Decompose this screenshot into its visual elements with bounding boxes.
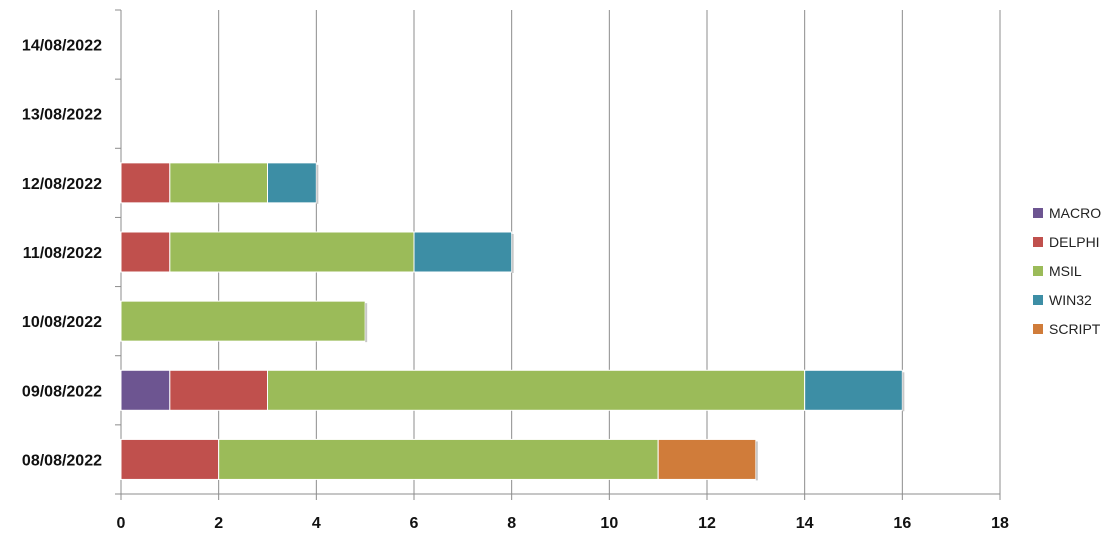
category-label: 13/08/2022	[22, 107, 102, 124]
gridlines	[218, 10, 1001, 494]
bar-segment-msil	[169, 231, 415, 273]
bar-segment-msil	[218, 438, 659, 480]
x-tick-label: 18	[991, 515, 1009, 532]
legend-label: MSIL	[1049, 262, 1082, 279]
legend: MACRO DELPHI MSIL WIN32 SCRIPT	[1033, 198, 1101, 343]
category-label: 11/08/2022	[23, 245, 102, 262]
category-label: 09/08/2022	[22, 383, 102, 400]
bars	[120, 162, 905, 481]
legend-item-win32: WIN32	[1033, 285, 1101, 314]
legend-swatch	[1033, 207, 1043, 218]
bar-segment-delphi	[120, 231, 171, 273]
x-tick-label: 0	[117, 515, 126, 532]
bar-segment-msil	[267, 369, 806, 411]
legend-item-msil: MSIL	[1033, 256, 1101, 285]
x-tick-label: 6	[410, 515, 419, 532]
legend-item-script: SCRIPT	[1033, 314, 1101, 343]
legend-item-macro: MACRO	[1033, 198, 1101, 227]
category-label: 12/08/2022	[22, 176, 102, 193]
x-tick-label: 4	[312, 515, 321, 532]
category-label: 08/08/2022	[22, 452, 102, 469]
legend-swatch	[1033, 265, 1043, 276]
bar-segment-script	[657, 438, 757, 480]
bar-segment-win32	[267, 162, 317, 204]
x-tick-label: 8	[507, 515, 516, 532]
legend-label: WIN32	[1049, 291, 1092, 308]
bar-segment-win32	[804, 369, 903, 411]
x-tick-label: 16	[893, 515, 911, 532]
legend-label: SCRIPT	[1049, 320, 1101, 337]
x-tick-label: 10	[600, 515, 618, 532]
bar-segment-delphi	[120, 438, 220, 480]
legend-swatch	[1033, 323, 1043, 334]
x-tick-label: 2	[214, 515, 223, 532]
x-tick-labels: 0 2 4 6 8 10 12 14 16 18	[117, 515, 1009, 532]
legend-swatch	[1033, 294, 1043, 305]
bar-segment-msil	[169, 162, 268, 204]
legend-label: DELPHI	[1049, 233, 1100, 250]
x-tick-label: 14	[796, 515, 814, 532]
legend-swatch	[1033, 236, 1043, 247]
category-label: 14/08/2022	[22, 38, 102, 55]
x-tick-label: 12	[698, 515, 716, 532]
legend-label: MACRO	[1049, 204, 1102, 221]
category-labels: 08/08/2022 09/08/2022 10/08/2022 11/08/2022…	[22, 38, 102, 470]
bar-segment-delphi	[120, 162, 171, 204]
bar-segment-macro	[120, 369, 171, 411]
bar-segment-msil	[120, 300, 366, 342]
bar-segment-win32	[413, 231, 513, 273]
legend-item-delphi: DELPHI	[1033, 227, 1101, 256]
category-label: 10/08/2022	[22, 314, 102, 331]
bar-segment-delphi	[169, 369, 268, 411]
